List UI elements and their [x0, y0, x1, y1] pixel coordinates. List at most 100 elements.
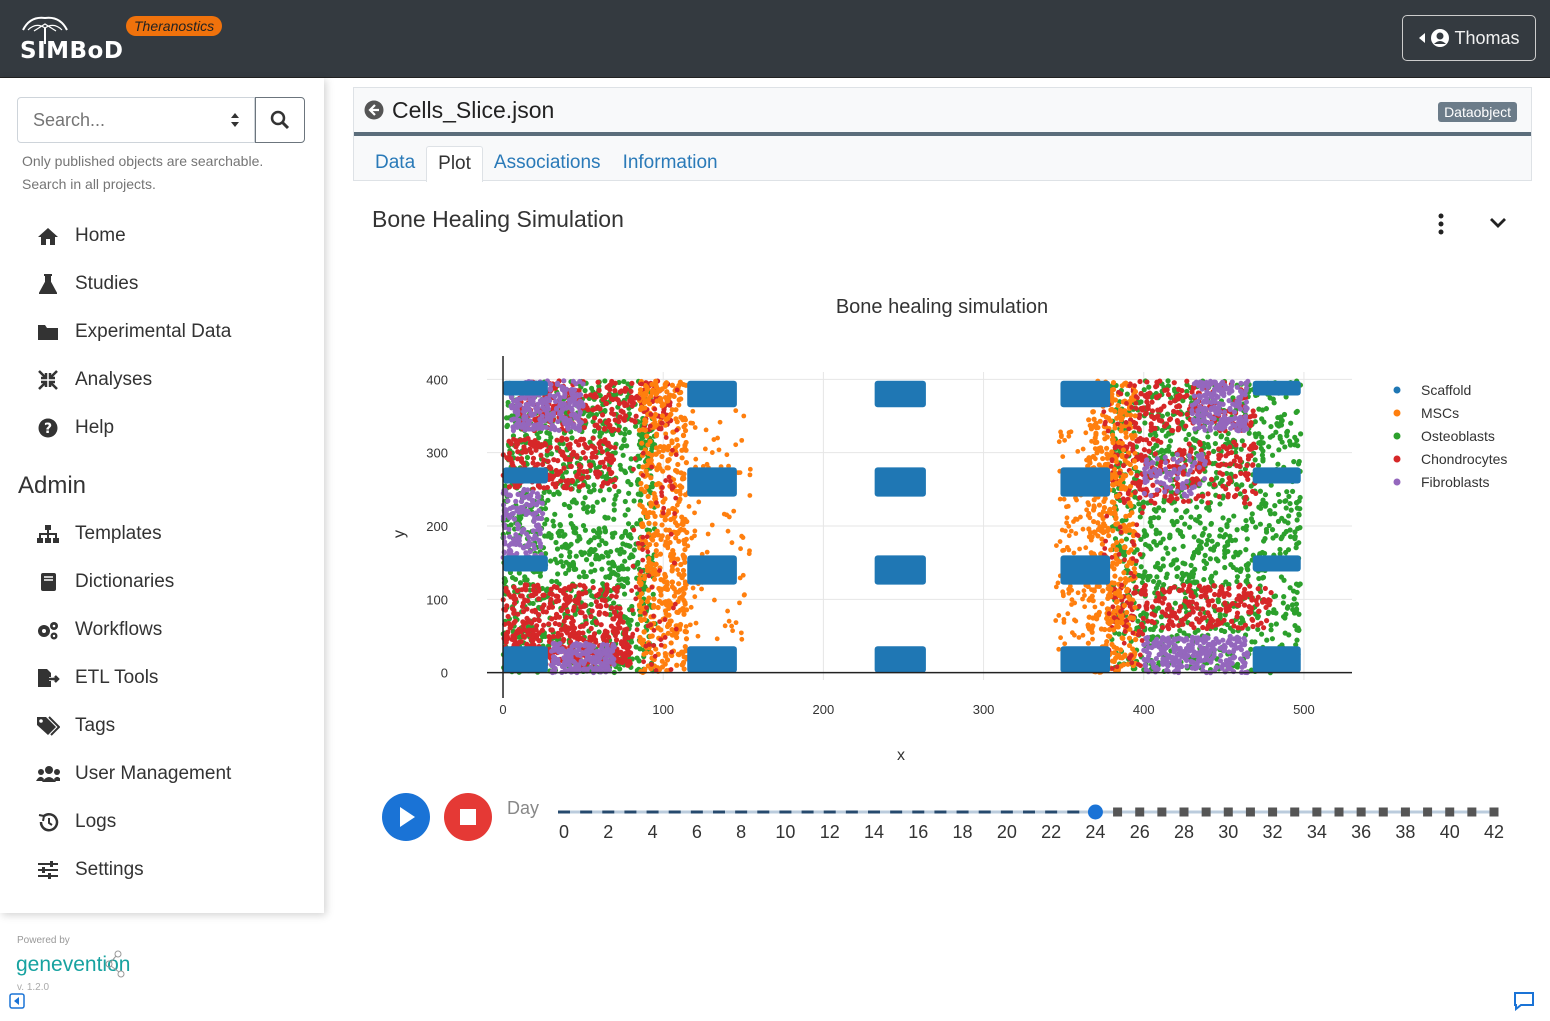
data-point — [612, 483, 618, 490]
data-point — [1168, 585, 1174, 592]
data-point — [711, 437, 717, 442]
data-point — [632, 456, 638, 461]
data-point — [621, 437, 627, 443]
data-point — [1249, 519, 1256, 525]
data-point — [605, 451, 611, 457]
data-point — [1260, 456, 1266, 462]
data-point — [505, 498, 511, 504]
data-point — [1261, 538, 1267, 544]
data-point — [518, 498, 525, 505]
sidebar-item-experimental-data[interactable]: Experimental Data — [36, 317, 231, 347]
sidebar-item-analyses[interactable]: Analyses — [36, 365, 152, 395]
genevention-logo[interactable]: genevention — [16, 953, 130, 977]
data-point — [544, 452, 550, 458]
data-point — [1222, 601, 1228, 607]
data-point — [652, 494, 658, 500]
arrow-circle-left-icon[interactable] — [364, 100, 384, 120]
sidebar-item-settings[interactable]: Settings — [36, 855, 144, 885]
sitemap-icon — [36, 522, 60, 546]
data-point — [1142, 582, 1148, 589]
data-point — [673, 495, 679, 501]
data-point — [1246, 430, 1252, 436]
data-point — [1144, 601, 1150, 607]
sidebar-item-home[interactable]: Home — [36, 221, 126, 251]
data-point — [608, 623, 615, 629]
data-point — [501, 534, 507, 540]
tab-plot[interactable]: Plot — [426, 146, 483, 182]
collapse-sidebar-icon[interactable] — [9, 993, 25, 1009]
sidebar-item-dictionaries[interactable]: Dictionaries — [36, 567, 174, 597]
data-point — [625, 521, 632, 527]
data-point — [602, 650, 608, 656]
tab-data[interactable]: Data — [375, 152, 416, 173]
data-point — [1296, 540, 1302, 546]
data-point — [579, 399, 585, 405]
user-name: Thomas — [1454, 27, 1520, 48]
data-point — [1249, 597, 1255, 603]
search-select[interactable] — [17, 97, 255, 143]
data-point — [1191, 549, 1198, 556]
search-all-projects-link[interactable]: Search in all projects. — [22, 176, 156, 192]
data-point — [569, 620, 575, 626]
data-point — [1241, 488, 1248, 494]
data-point — [1145, 573, 1151, 580]
data-point — [671, 551, 677, 557]
data-point — [637, 609, 644, 615]
data-point — [534, 408, 540, 414]
sidebar-item-templates[interactable]: Templates — [36, 519, 162, 549]
data-point — [678, 526, 684, 532]
data-point — [1116, 631, 1122, 637]
data-point — [591, 482, 597, 488]
search-input[interactable] — [18, 98, 218, 142]
data-point — [1234, 578, 1240, 585]
data-point — [1168, 562, 1174, 568]
data-point — [549, 616, 555, 622]
data-point — [612, 444, 618, 451]
data-point — [508, 522, 514, 528]
data-point — [740, 572, 746, 578]
data-point — [615, 572, 621, 578]
sidebar-item-workflows[interactable]: Workflows — [36, 615, 162, 645]
tab-information[interactable]: Information — [622, 152, 718, 173]
tab-associations[interactable]: Associations — [493, 152, 601, 173]
user-menu-button[interactable]: Thomas — [1402, 15, 1536, 61]
data-point — [1266, 444, 1272, 450]
data-point — [629, 634, 635, 639]
sidebar-item-user-management[interactable]: User Management — [36, 759, 231, 789]
sidebar-item-help[interactable]: ? Help — [36, 413, 114, 443]
data-point — [517, 542, 523, 548]
data-point — [566, 653, 572, 659]
more-options-icon[interactable] — [1432, 212, 1450, 236]
data-point — [1206, 621, 1213, 628]
data-point — [663, 435, 669, 440]
data-point — [1157, 540, 1164, 546]
search-button[interactable] — [255, 97, 305, 143]
data-point — [1218, 434, 1224, 440]
data-point — [1255, 594, 1261, 600]
simbod-logo[interactable]: SIMBoD — [18, 14, 128, 66]
chevron-down-icon[interactable] — [1488, 216, 1508, 230]
data-point — [572, 411, 578, 417]
data-point — [548, 535, 554, 541]
data-point — [637, 576, 643, 582]
sidebar-item-etl-tools[interactable]: ETL Tools — [36, 663, 158, 693]
data-point — [1155, 560, 1161, 566]
sidebar-item-logs[interactable]: Logs — [36, 807, 116, 837]
data-point — [631, 466, 636, 472]
data-point — [682, 422, 688, 428]
data-point — [536, 612, 542, 618]
data-point — [1273, 533, 1279, 539]
data-point — [563, 410, 569, 416]
data-point — [597, 406, 603, 412]
data-point — [674, 427, 680, 433]
data-point — [600, 554, 606, 560]
data-point — [646, 520, 652, 526]
sidebar-item-studies[interactable]: Studies — [36, 269, 138, 299]
data-point — [681, 590, 687, 597]
data-point — [1166, 443, 1172, 450]
chat-icon[interactable] — [1513, 991, 1535, 1011]
data-point — [643, 643, 649, 649]
sidebar-item-tags[interactable]: Tags — [36, 711, 115, 741]
data-point — [1224, 470, 1230, 477]
data-point — [644, 433, 650, 439]
